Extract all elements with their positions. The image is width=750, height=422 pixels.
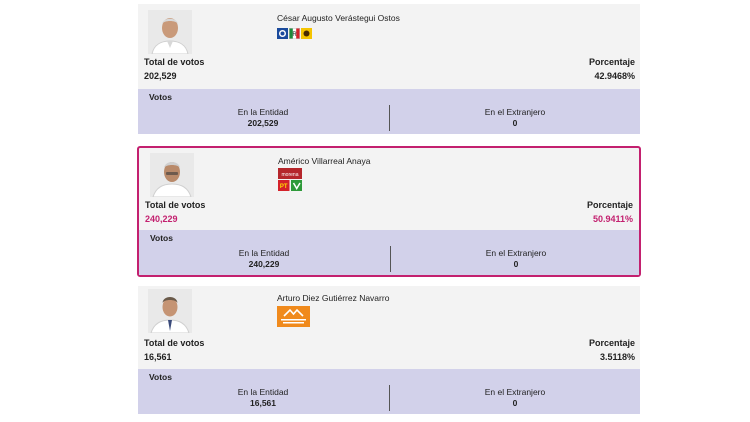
abroad-label: En el Extranjero — [485, 248, 547, 258]
percentage-label: Porcentaje — [586, 200, 633, 210]
abroad-column: En el Extranjero 0 — [390, 107, 640, 129]
candidate-photo — [150, 153, 194, 197]
abroad-label: En el Extranjero — [484, 387, 546, 397]
votes-title: Votos — [149, 372, 172, 382]
party-logos: R — [277, 28, 312, 40]
votes-breakdown: Votos En la Entidad 16,561 En el Extranj… — [138, 369, 640, 414]
column-divider — [390, 246, 391, 272]
abroad-value: 0 — [513, 259, 519, 269]
entity-value: 240,229 — [248, 259, 280, 269]
total-votes-label: Total de votos — [144, 57, 205, 67]
total-votes-label: Total de votos — [144, 338, 205, 348]
entity-column: En la Entidad 240,229 — [139, 248, 389, 270]
percentage-label: Porcentaje — [588, 338, 635, 348]
svg-text:PT: PT — [280, 184, 288, 190]
pan-logo — [277, 28, 288, 39]
pvem-logo — [290, 180, 302, 191]
candidate-card-3: Arturo Diez Gutiérrez Navarro Total de v… — [138, 286, 640, 414]
entity-label: En la Entidad — [238, 248, 290, 258]
candidate-name: Arturo Diez Gutiérrez Navarro — [277, 293, 390, 303]
entity-column: En la Entidad 202,529 — [138, 107, 388, 129]
entity-label: En la Entidad — [237, 107, 289, 117]
total-votes-label: Total de votos — [145, 200, 206, 210]
abroad-value: 0 — [512, 118, 518, 128]
party-logos: morena PT — [278, 168, 302, 192]
entity-label: En la Entidad — [237, 387, 289, 397]
entity-column: En la Entidad 16,561 — [138, 387, 388, 409]
candidate-card-1: César Augusto Verástegui Ostos R Total d… — [138, 4, 640, 134]
candidate-name: César Augusto Verástegui Ostos — [277, 13, 400, 23]
movimiento-ciudadano-logo — [277, 306, 310, 327]
votes-title: Votos — [149, 92, 172, 102]
percentage-value: 3.5118% — [599, 352, 635, 362]
abroad-column: En el Extranjero 0 — [391, 248, 641, 270]
entity-value: 202,529 — [247, 118, 279, 128]
percentage-label: Porcentaje — [588, 57, 635, 67]
pt-logo: PT — [278, 180, 290, 191]
votes-breakdown: Votos En la Entidad 240,229 En el Extran… — [139, 230, 639, 275]
abroad-value: 0 — [512, 398, 518, 408]
total-votes-value: 240,229 — [145, 214, 178, 224]
abroad-column: En el Extranjero 0 — [390, 387, 640, 409]
entity-value: 16,561 — [250, 398, 276, 408]
candidate-photo — [148, 289, 192, 333]
total-votes-value: 202,529 — [144, 71, 177, 81]
svg-text:R: R — [292, 32, 297, 38]
prd-logo — [301, 28, 312, 39]
party-logos — [277, 306, 310, 327]
candidate-photo — [148, 10, 192, 54]
percentage-value: 50.9411% — [592, 214, 633, 224]
column-divider — [389, 385, 390, 411]
candidate-name: Américo Villarreal Anaya — [278, 156, 371, 166]
column-divider — [389, 105, 390, 131]
total-votes-value: 16,561 — [144, 352, 172, 362]
abroad-label: En el Extranjero — [484, 107, 546, 117]
pri-logo: R — [289, 28, 300, 39]
morena-logo: morena — [278, 168, 302, 179]
votes-breakdown: Votos En la Entidad 202,529 En el Extran… — [138, 89, 640, 134]
votes-title: Votos — [150, 233, 173, 243]
percentage-value: 42.9468% — [594, 71, 635, 81]
svg-text:morena: morena — [282, 172, 299, 178]
candidate-card-2: Américo Villarreal Anaya morena PT Total… — [137, 146, 641, 277]
